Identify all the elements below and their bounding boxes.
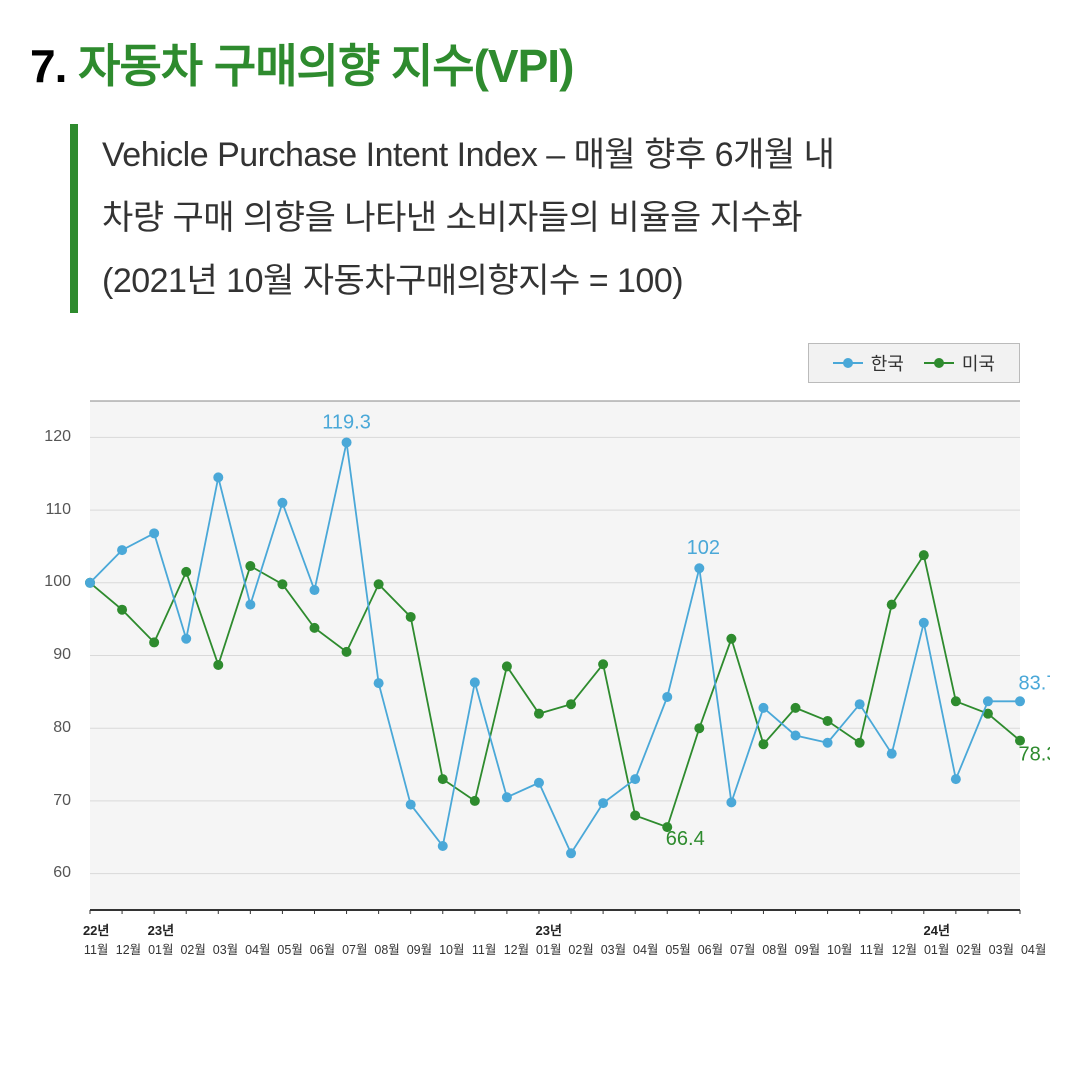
- svg-text:66.4: 66.4: [666, 828, 705, 850]
- x-month-label: 04월: [242, 939, 274, 958]
- x-month-label: 10월: [436, 939, 468, 958]
- x-year-label: [242, 920, 274, 939]
- desc-line-2: 차량 구매 의향을 나타낸 소비자들의 비율을 지수화: [102, 187, 1050, 250]
- x-month-label: 12월: [112, 939, 144, 958]
- legend-label-korea: 한국: [871, 350, 904, 376]
- svg-text:78.3: 78.3: [1019, 743, 1050, 765]
- x-month-label: 11월: [856, 939, 888, 958]
- x-year-label: [565, 920, 597, 939]
- y-tick-label: 70: [53, 792, 71, 810]
- chart-container: 60 70 80 90 100 110 120 119.3 102 83.7 66.4 78.3 2…: [30, 393, 1050, 958]
- x-month-label: 07월: [339, 939, 371, 958]
- x-year-label: [209, 920, 241, 939]
- x-year-label: [662, 920, 694, 939]
- x-month-label: 08월: [371, 939, 403, 958]
- legend-item-korea: 한국: [833, 350, 904, 376]
- x-year-label: [727, 920, 759, 939]
- svg-text:102: 102: [687, 537, 720, 559]
- x-month-label: 07월: [727, 939, 759, 958]
- y-tick-label: 60: [53, 864, 71, 882]
- x-month-label: 05월: [662, 939, 694, 958]
- y-tick-label: 110: [45, 501, 71, 519]
- vpi-line-chart: 119.3 102 83.7 66.4 78.3: [80, 393, 1050, 918]
- x-year-label: [694, 920, 726, 939]
- x-month-label: 08월: [759, 939, 791, 958]
- x-year-label: [468, 920, 500, 939]
- x-year-label: [436, 920, 468, 939]
- page-title: 7. 자동차 구매의향 지수(VPI): [30, 30, 1050, 96]
- legend-swatch-usa: [924, 356, 954, 370]
- title-number: 7.: [30, 40, 66, 92]
- x-year-label: [759, 920, 791, 939]
- x-year-label: 22년: [80, 920, 112, 939]
- x-year-label: [791, 920, 823, 939]
- description-block: Vehicle Purchase Intent Index – 매월 향후 6개…: [70, 124, 1050, 313]
- y-tick-label: 120: [44, 428, 71, 446]
- legend-label-usa: 미국: [962, 350, 995, 376]
- x-year-label: [371, 920, 403, 939]
- x-month-label: 11월: [468, 939, 500, 958]
- x-year-label: [597, 920, 629, 939]
- x-year-label: [824, 920, 856, 939]
- legend-item-usa: 미국: [924, 350, 995, 376]
- x-year-label: [985, 920, 1017, 939]
- title-main: 자동차 구매의향 지수: [78, 40, 473, 92]
- x-month-label: 06월: [306, 939, 338, 958]
- desc-line-1: Vehicle Purchase Intent Index – 매월 향후 6개…: [102, 124, 1050, 187]
- x-year-label: [1018, 920, 1050, 939]
- x-month-label: 09월: [791, 939, 823, 958]
- y-tick-label: 90: [53, 646, 71, 664]
- x-month-label: 03월: [985, 939, 1017, 958]
- x-month-label: 10월: [824, 939, 856, 958]
- y-tick-label: 100: [44, 573, 71, 591]
- x-axis-labels: 22년23년23년24년 11월12월01월02월03월04월05월06월07월…: [80, 920, 1050, 960]
- x-year-label: [856, 920, 888, 939]
- x-month-label: 11월: [80, 939, 112, 958]
- y-axis-labels: 60 70 80 90 100 110 120: [30, 393, 75, 918]
- x-month-label: 12월: [888, 939, 920, 958]
- x-month-label: 03월: [597, 939, 629, 958]
- x-year-label: 23년: [533, 920, 565, 939]
- x-year-label: [306, 920, 338, 939]
- y-tick-label: 80: [53, 719, 71, 737]
- x-month-label: 03월: [209, 939, 241, 958]
- x-year-label: [500, 920, 532, 939]
- x-month-label: 02월: [953, 939, 985, 958]
- x-year-label: [112, 920, 144, 939]
- x-year-label: [630, 920, 662, 939]
- x-year-label: [953, 920, 985, 939]
- legend-row: 한국 미국: [30, 343, 1050, 383]
- x-year-label: 23년: [145, 920, 177, 939]
- title-paren: (VPI): [474, 40, 574, 92]
- desc-line-3: (2021년 10월 자동차구매의향지수 = 100): [102, 250, 1050, 313]
- legend: 한국 미국: [808, 343, 1020, 383]
- x-year-label: [177, 920, 209, 939]
- x-month-label: 04월: [1018, 939, 1050, 958]
- x-year-label: [403, 920, 435, 939]
- x-month-label: 09월: [403, 939, 435, 958]
- x-month-label: 02월: [177, 939, 209, 958]
- x-year-label: [339, 920, 371, 939]
- svg-text:119.3: 119.3: [322, 411, 371, 433]
- x-month-label: 04월: [630, 939, 662, 958]
- svg-text:83.7: 83.7: [1019, 672, 1050, 694]
- x-month-label: 05월: [274, 939, 306, 958]
- x-month-label: 02월: [565, 939, 597, 958]
- x-month-label: 12월: [500, 939, 532, 958]
- x-year-label: [888, 920, 920, 939]
- legend-swatch-korea: [833, 356, 863, 370]
- x-year-label: 24년: [921, 920, 953, 939]
- x-month-label: 01월: [533, 939, 565, 958]
- x-year-label: [274, 920, 306, 939]
- x-month-label: 06월: [694, 939, 726, 958]
- x-month-label: 01월: [921, 939, 953, 958]
- x-month-label: 01월: [145, 939, 177, 958]
